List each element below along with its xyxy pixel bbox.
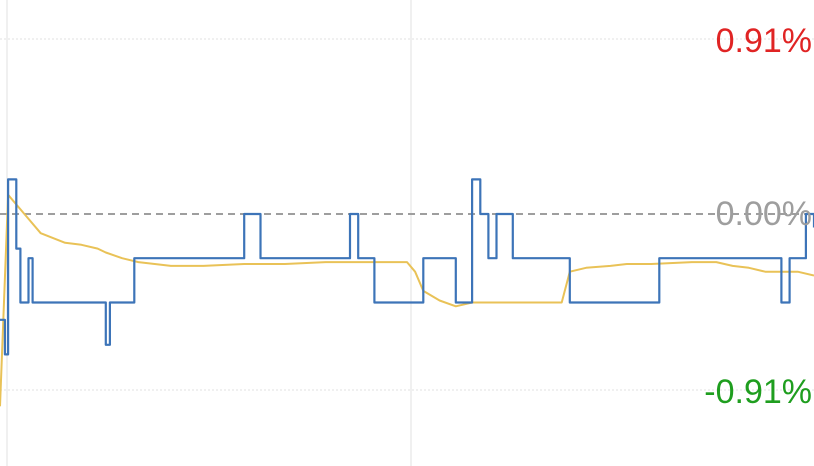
average-price-line — [0, 193, 814, 407]
y-tick-label-bottom: -0.91% — [704, 373, 812, 411]
price-line — [0, 178, 814, 356]
y-tick-label-top: 0.91% — [715, 22, 812, 60]
y-tick-label-zero: 0.00% — [715, 195, 812, 233]
